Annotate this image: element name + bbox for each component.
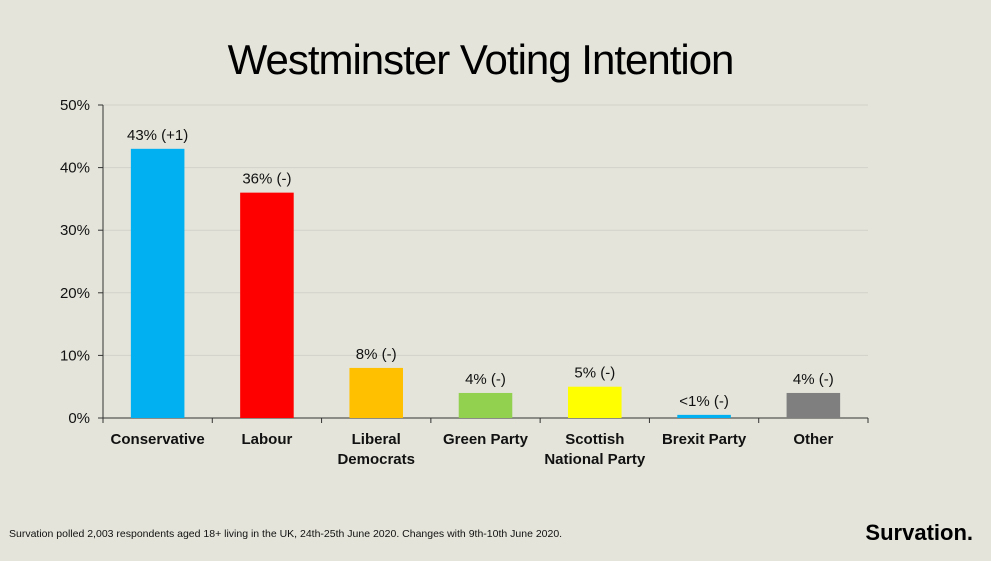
category-label: Labour (242, 431, 293, 448)
category-label: Conservative (111, 431, 205, 448)
bar (349, 367, 403, 418)
y-tick-label: 50% (60, 97, 90, 114)
category-label: Scottish (565, 431, 624, 448)
data-label: 4% (-) (793, 371, 834, 388)
y-tick-label: 20% (60, 285, 90, 302)
survation-logo: Survation. (865, 520, 973, 545)
y-tick-label: 0% (68, 410, 90, 427)
y-tick-label: 30% (60, 222, 90, 239)
bar (458, 392, 513, 418)
bar (130, 148, 185, 418)
bar (677, 414, 731, 418)
y-tick-label: 10% (60, 347, 90, 364)
bar (240, 192, 294, 418)
category-label: Democrats (337, 451, 415, 468)
category-label: Other (793, 431, 833, 448)
data-label: <1% (-) (679, 393, 729, 410)
category-label: Green Party (443, 431, 529, 448)
chart-title: Westminster Voting Intention (227, 36, 735, 83)
bar (786, 392, 841, 418)
category-label: National Party (544, 451, 646, 468)
data-label: 36% (-) (242, 171, 291, 188)
y-tick-label: 40% (60, 160, 90, 177)
data-label: 4% (-) (465, 371, 506, 388)
category-label: Liberal (352, 431, 401, 448)
data-label: 5% (-) (574, 365, 615, 382)
data-label: 43% (+1) (127, 127, 188, 144)
bar (568, 386, 622, 418)
data-label: 8% (-) (356, 346, 397, 363)
footnote: Survation polled 2,003 respondents aged … (9, 528, 563, 540)
category-label: Brexit Party (662, 431, 747, 448)
